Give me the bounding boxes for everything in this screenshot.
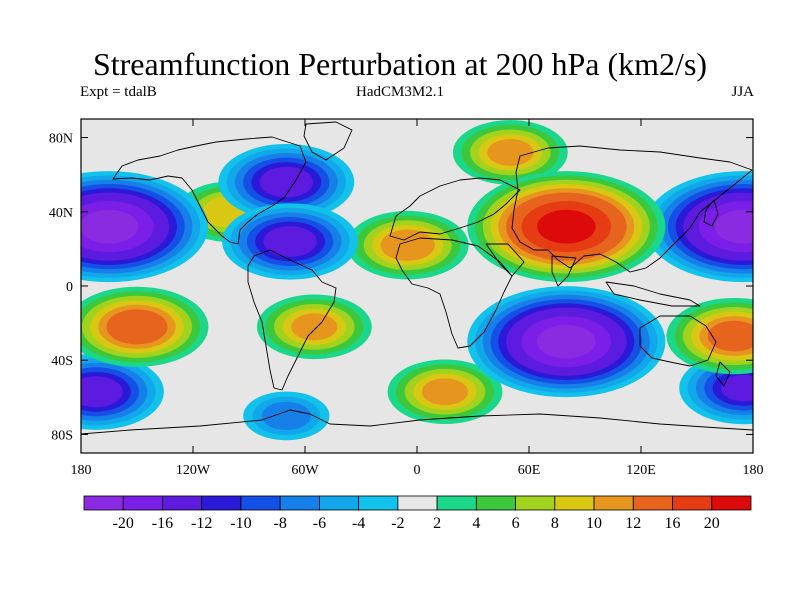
colorbar-swatch: [397, 495, 438, 511]
colorbar-swatch: [475, 495, 516, 511]
lon-tick-label: 120W: [176, 463, 211, 478]
lon-tick-label: 180: [743, 463, 764, 478]
colorbar-label: -16: [152, 515, 173, 532]
lat-tick-label: 0: [66, 280, 73, 295]
colorbar-swatch: [436, 495, 477, 511]
colorbar-label: -4: [352, 515, 365, 532]
contour-band: [380, 229, 435, 261]
colorbar-label: -8: [274, 515, 287, 532]
colorbar-label: -10: [230, 515, 251, 532]
colorbar-label: 12: [625, 515, 641, 532]
contour-band: [537, 209, 596, 244]
colorbar-swatch: [711, 495, 752, 511]
lat-tick-label: 40N: [49, 206, 73, 221]
colorbar-swatch: [632, 495, 673, 511]
contour-band: [261, 401, 311, 431]
colorbar-swatch: [240, 495, 281, 511]
lon-tick-label: 60W: [291, 463, 319, 478]
colorbar-swatch: [162, 495, 203, 511]
coast-arabia: [485, 243, 525, 277]
contour-band: [487, 138, 534, 166]
coast-india: [551, 255, 577, 287]
coastlines: [81, 121, 753, 435]
coast-asia: [511, 145, 753, 273]
contour-band: [707, 320, 753, 352]
colorbar-label: 6: [512, 515, 520, 532]
colorbar-label: 2: [433, 515, 441, 532]
colorbar-swatch: [201, 495, 242, 511]
colorbar-label: 20: [704, 515, 720, 532]
experiment-label: Expt = tdalB: [80, 84, 157, 100]
colorbar-label: -2: [391, 515, 404, 532]
coast-africa: [395, 237, 513, 349]
colorbar-label: 10: [586, 515, 602, 532]
lon-tick-label: 60E: [518, 463, 541, 478]
lat-tick-label: 80N: [49, 132, 73, 147]
contour-band: [263, 226, 317, 257]
contour-band: [106, 309, 168, 345]
coast-australia: [639, 315, 717, 367]
colorbar-swatch: [83, 495, 124, 511]
colorbar-swatch: [593, 495, 634, 511]
season-label: JJA: [731, 84, 754, 100]
colorbar-swatch: [319, 495, 360, 511]
coast-europe: [389, 177, 521, 241]
contour-band: [81, 209, 139, 244]
contour-band: [259, 166, 313, 198]
contour-band: [421, 378, 469, 406]
colorbar-swatch: [672, 495, 713, 511]
colorbar-swatch: [122, 495, 163, 511]
coast-south-america: [247, 249, 337, 391]
coast-indonesia: [605, 281, 701, 307]
contour-band: [720, 374, 753, 402]
contour-band: [291, 313, 338, 341]
contour-band: [537, 324, 596, 359]
colorbar-label: -6: [313, 515, 326, 532]
colorbar-label: -20: [113, 515, 134, 532]
coast-north-america: [112, 136, 307, 245]
colorbar-swatch: [279, 495, 320, 511]
colorbar-label: 8: [551, 515, 559, 532]
lat-tick-label: 80S: [51, 428, 73, 443]
model-label: HadCM3M2.1: [356, 84, 444, 100]
colorbar-swatch: [554, 495, 595, 511]
colorbar: -20 -16 -12 -10 -8 -6 -4 -2 2 4 6 8 10 12 16 20: [83, 495, 752, 532]
contour-band: [714, 209, 753, 244]
lon-tick-label: 0: [414, 463, 421, 478]
colorbar-label: 4: [472, 515, 480, 532]
colorbar-label: 16: [665, 515, 681, 532]
lon-tick-label: 120E: [626, 463, 656, 478]
colorbar-swatch: [358, 495, 399, 511]
coast-greenland: [303, 121, 353, 161]
lat-tick-label: 40S: [51, 354, 73, 369]
contour-band: [81, 376, 123, 408]
coast-antarctica: [81, 409, 753, 435]
map-axes: 180 120W 60W 0 60E 120E 180 80N 40N 0 40S 80S: [49, 119, 764, 478]
coast-japan: [703, 199, 719, 227]
lon-tick-label: 180: [71, 463, 92, 478]
colorbar-label: -12: [191, 515, 212, 532]
streamfunction-field: [81, 119, 753, 453]
colorbar-swatch: [515, 495, 556, 511]
coast-new-zealand: [715, 361, 731, 387]
map-title: Streamfunction Perturbation at 200 hPa (…: [92, 46, 708, 82]
